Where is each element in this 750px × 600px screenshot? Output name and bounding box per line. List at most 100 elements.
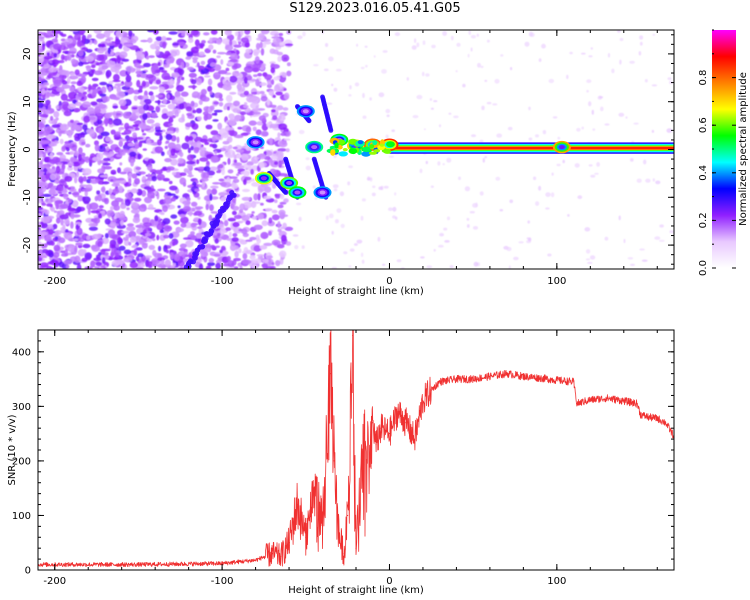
noise-blob [222,140,230,145]
noise-blob [39,117,48,120]
noise-blob [118,185,123,193]
noise-blob [143,62,151,68]
noise-blob [185,56,192,60]
noise-blob [123,33,128,38]
noise-blob [278,32,283,37]
noise-blob [446,216,451,221]
noise-blob [136,137,144,140]
noise-blob [430,185,434,188]
noise-blob [257,153,266,160]
noise-blob [116,56,121,64]
noise-blob [594,172,599,175]
noise-blob [209,37,213,43]
noise-blob [53,244,61,252]
noise-blob [611,68,615,74]
noise-blob [298,129,305,135]
noise-blob [265,207,273,212]
noise-blob [362,115,367,119]
noise-blob [486,39,490,43]
noise-blob [145,140,152,144]
noise-blob [590,47,593,50]
noise-blob [449,265,454,269]
noise-blob [233,257,242,262]
noise-blob [196,108,202,114]
noise-blob [56,217,61,224]
noise-blob [60,41,70,46]
noise-blob [140,39,149,43]
noise-blob [38,206,43,211]
noise-blob [259,41,263,49]
noise-blob [110,206,114,211]
feature-blob [368,151,377,155]
noise-blob [479,139,484,143]
noise-blob [183,168,189,173]
snr-data-point [280,555,282,558]
noise-blob [177,205,181,209]
noise-blob [367,176,371,181]
noise-blob [64,229,69,233]
noise-blob [200,177,209,182]
noise-blob [162,218,171,225]
noise-blob [145,180,151,186]
x-tick-label: 0 [386,576,392,587]
noise-blob [158,86,165,94]
noise-blob [120,219,124,226]
noise-blob [100,131,110,137]
noise-blob [380,185,384,191]
noise-blob [143,98,152,105]
noise-blob [82,91,88,95]
noise-blob [89,116,96,121]
noise-blob [442,31,447,36]
noise-blob [99,81,108,86]
noise-blob [147,37,153,43]
noise-blob [284,226,294,231]
noise-blob [118,238,123,244]
noise-blob [56,162,64,165]
noise-blob [231,183,239,189]
noise-blob [416,94,423,100]
noise-blob [228,231,232,238]
noise-blob [215,245,220,248]
noise-blob [448,112,452,115]
noise-blob [245,239,253,242]
noise-blob [52,223,58,230]
snr-data-point [506,373,508,375]
spectrogram-xlabel: Height of straight line (km) [288,286,424,297]
noise-blob [222,132,229,139]
noise-blob [206,243,212,249]
noise-blob [127,223,134,227]
noise-blob [68,191,72,195]
noise-blob [286,62,291,67]
noise-blob [234,31,239,37]
noise-blob [83,201,90,205]
noise-blob [180,216,189,224]
snr-data-point [296,503,298,506]
noise-blob [82,104,91,108]
noise-blob [50,206,55,212]
noise-blob [285,241,292,246]
noise-blob [101,65,108,70]
noise-blob [88,226,98,231]
noise-blob [248,35,252,42]
noise-blob [116,259,125,265]
noise-blob [283,88,287,91]
noise-blob [253,193,259,201]
noise-blob [305,165,311,171]
noise-blob [56,152,64,156]
noise-blob [250,78,257,82]
noise-blob [257,184,267,192]
noise-blob [213,101,220,105]
noise-blob [49,152,54,160]
noise-blob [54,236,59,241]
noise-blob [438,244,444,248]
noise-blob [286,70,292,77]
noise-blob [196,116,202,121]
noise-blob [99,144,103,149]
colorbar-tick-label: 0.2 [698,212,709,228]
noise-blob [58,69,68,76]
noise-blob [170,50,178,57]
noise-blob [263,195,272,200]
noise-blob [147,173,151,180]
noise-blob [110,51,115,56]
noise-blob [90,64,96,69]
